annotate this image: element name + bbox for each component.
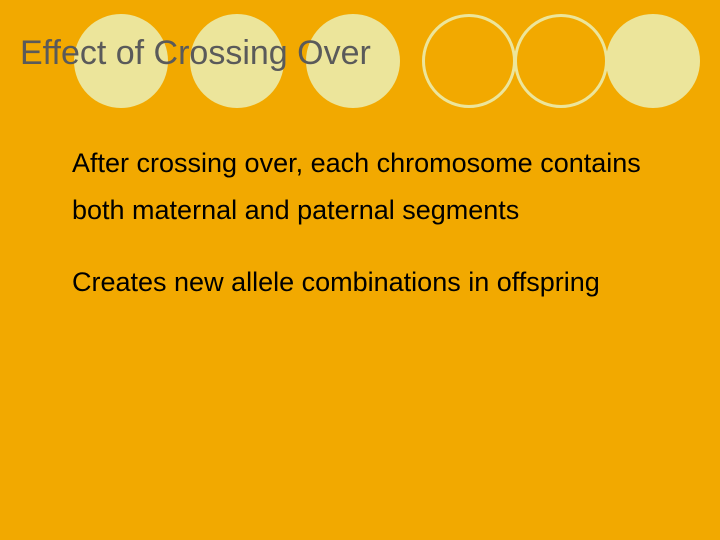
slide-body: After crossing over, each chromosome con… <box>72 140 660 330</box>
decor-circle <box>606 14 700 108</box>
slide: Effect of Crossing Over After crossing o… <box>0 0 720 540</box>
slide-title: Effect of Crossing Over <box>20 34 371 73</box>
decor-circle <box>422 14 516 108</box>
body-paragraph: After crossing over, each chromosome con… <box>72 140 660 235</box>
body-paragraph: Creates new allele combinations in offsp… <box>72 259 660 306</box>
decor-circle <box>514 14 608 108</box>
